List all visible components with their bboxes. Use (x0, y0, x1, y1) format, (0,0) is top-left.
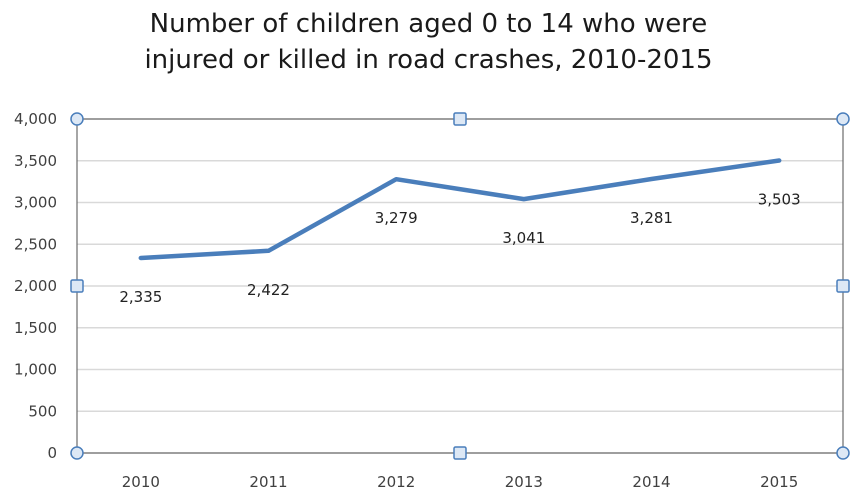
y-tick-label: 2,500 (14, 235, 57, 253)
y-tick-label: 3,000 (14, 194, 57, 212)
edge-resize-handle[interactable] (70, 279, 84, 293)
data-label: 2,335 (119, 288, 162, 306)
x-tick-label: 2013 (505, 473, 543, 491)
y-tick-label: 3,500 (14, 152, 57, 170)
edge-resize-handle[interactable] (453, 112, 467, 126)
x-tick-label: 2014 (632, 473, 670, 491)
y-tick-label: 500 (28, 402, 57, 420)
chart-title: Number of children aged 0 to 14 who were… (0, 6, 857, 78)
corner-resize-handle[interactable] (70, 446, 84, 460)
gridlines (77, 118, 843, 454)
x-axis-tick-labels: 2010 2011 2012 2013 2014 2015 (122, 473, 799, 491)
data-label: 3,279 (375, 209, 418, 227)
edge-resize-handle[interactable] (836, 279, 850, 293)
corner-resize-handle[interactable] (836, 446, 850, 460)
y-tick-label: 1,500 (14, 319, 57, 337)
x-tick-label: 2015 (760, 473, 798, 491)
x-tick-label: 2012 (377, 473, 415, 491)
y-tick-label: 4,000 (14, 110, 57, 128)
data-label: 2,422 (247, 281, 290, 299)
chart-title-line-1: Number of children aged 0 to 14 who were (149, 9, 708, 39)
corner-resize-handle[interactable] (70, 112, 84, 126)
y-tick-label: 1,000 (14, 361, 57, 379)
x-tick-label: 2011 (249, 473, 287, 491)
edge-resize-handle[interactable] (453, 446, 467, 460)
y-axis-tick-labels: 0 500 1,000 1,500 2,000 2,500 3,000 3,500 4,000 (14, 110, 57, 462)
series-line[interactable] (138, 158, 782, 261)
chart-title-line-2: injured or killed in road crashes, 2010-… (144, 45, 713, 75)
series-line-group[interactable] (138, 158, 782, 261)
corner-resize-handle[interactable] (836, 112, 850, 126)
selection-handles[interactable] (70, 112, 850, 460)
x-tick-label: 2010 (122, 473, 160, 491)
data-label: 3,041 (502, 229, 545, 247)
data-label: 3,503 (758, 190, 801, 208)
y-tick-label: 2,000 (14, 277, 57, 295)
data-label: 3,281 (630, 209, 673, 227)
data-labels: 2,335 2,422 3,279 3,041 3,281 3,503 (119, 190, 800, 306)
y-tick-label: 0 (47, 444, 57, 462)
